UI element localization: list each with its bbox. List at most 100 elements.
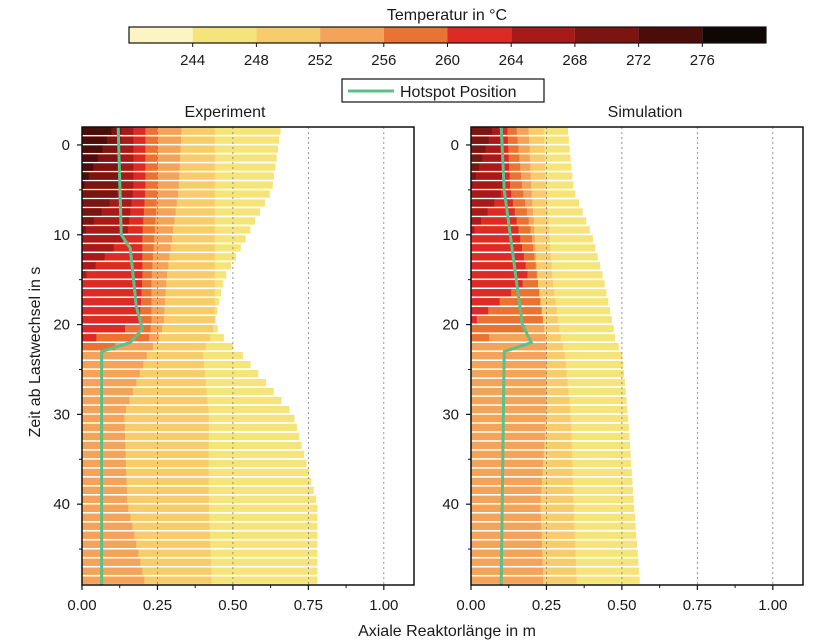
heatmap-band [82, 253, 143, 261]
heatmap-band [471, 181, 504, 189]
heatmap-band [471, 486, 542, 494]
heatmap-band [471, 298, 500, 306]
heatmap-band [471, 405, 547, 414]
heatmap-band [471, 513, 541, 521]
heatmap-band [82, 244, 114, 252]
x-tick-label: 0.75 [683, 597, 712, 614]
hotspot-line-experiment [100, 126, 144, 585]
colorbar-cell [192, 27, 257, 43]
colorbar-tick-label: 264 [499, 52, 524, 69]
heatmap-band [471, 432, 545, 441]
x-tick-label: 0.75 [294, 597, 323, 614]
heatmap-band [471, 325, 526, 333]
heatmap-band [82, 405, 126, 414]
legend-box [341, 78, 545, 103]
heatmap-band [471, 360, 547, 369]
colorbar-ticks: 244 248 252 256 260 264 268 272 276 [180, 43, 715, 69]
x-tick-label: 1.00 [758, 597, 787, 614]
axes-simulation: 0.00 0.25 0.50 0.75 1.00 0 10 20 30 40 [442, 137, 787, 614]
heatmap-band [82, 567, 143, 575]
heatmap-band [471, 262, 526, 270]
heatmap-band [471, 316, 543, 324]
colorbar-cell [702, 27, 766, 43]
heatmap-band [471, 253, 524, 261]
heatmap-band [82, 163, 122, 171]
heatmap-band [82, 432, 126, 441]
heatmap-band [82, 334, 150, 342]
heatmap-band [471, 271, 528, 279]
heatmap-band [82, 540, 137, 548]
heatmap-band [82, 154, 98, 162]
x-tick-label: 1.00 [369, 597, 398, 614]
heatmap-band [471, 217, 481, 225]
heatmap-band [82, 369, 140, 378]
heatmap-band [82, 540, 211, 548]
colorbar-cell [383, 27, 448, 43]
heatmap-band [82, 280, 143, 288]
heatmap-band [471, 307, 542, 315]
y-tick-label: 20 [442, 317, 459, 334]
heatmap-band [82, 127, 112, 135]
heatmap-band [82, 190, 118, 198]
y-tick-label: 40 [53, 496, 70, 513]
heatmap-band [82, 154, 122, 162]
axes-experiment: 0.00 0.25 0.50 0.75 1.00 0 10 20 30 40 [53, 137, 398, 614]
heatmap-band [471, 316, 477, 324]
heatmap-band [82, 459, 126, 468]
heatmap-band [471, 289, 512, 297]
heatmap-band [471, 334, 546, 342]
heatmap-band [471, 441, 545, 450]
heatmap-band [471, 414, 547, 423]
heatmap-band [471, 145, 486, 153]
heatmap-band [82, 181, 85, 189]
legend: Hotspot Position [341, 78, 545, 103]
plot-frame-simulation [470, 126, 804, 586]
heatmap-band [82, 513, 131, 521]
heatmap-band [82, 423, 209, 432]
x-tick-label: 0.00 [456, 597, 485, 614]
heatmap-band [82, 378, 206, 387]
colorbar-cell [320, 27, 384, 43]
heatmap-band [82, 163, 94, 171]
heatmap-band [82, 369, 205, 378]
heatmap-band [82, 325, 126, 333]
y-tick-label: 20 [53, 317, 70, 334]
heatmap-band [471, 235, 521, 243]
heatmap-band [471, 576, 544, 584]
heatmap-band [82, 217, 94, 225]
x-tick-label: 0.50 [607, 597, 636, 614]
heatmap-band [471, 163, 480, 171]
heatmap-band [82, 414, 209, 423]
heatmap-band [471, 477, 542, 486]
heatmap-band [471, 190, 501, 198]
heatmap-band [82, 531, 135, 539]
heatmap-band [471, 154, 503, 162]
y-tick-label: 30 [442, 406, 459, 423]
heatmap-band [82, 477, 209, 486]
heatmap-band [471, 423, 546, 432]
heatmap-band [82, 441, 209, 450]
heatmap-band [471, 567, 543, 575]
heatmap-band [82, 136, 107, 144]
heatmap-band [82, 405, 209, 414]
heatmap-band [471, 378, 547, 387]
heatmap-band [82, 486, 209, 494]
heatmap-band [471, 136, 489, 144]
colorbar-cell [638, 27, 703, 43]
heatmap-band [471, 540, 542, 548]
colorbar-cell [129, 27, 193, 43]
colorbar-cell [511, 27, 575, 43]
heatmap-band [471, 280, 523, 288]
heatmap-band [82, 486, 127, 494]
heatmap-band [82, 531, 210, 539]
heatmap-band [82, 396, 208, 405]
heatmap-band [471, 459, 544, 468]
colorbar-tick-label: 260 [435, 52, 460, 69]
heatmap-band [471, 558, 543, 566]
heatmap-band [82, 298, 141, 306]
heatmap-band [471, 334, 490, 342]
heatmap-band [471, 208, 488, 216]
heatmap-band [82, 172, 89, 180]
heatmap-band [82, 495, 209, 503]
